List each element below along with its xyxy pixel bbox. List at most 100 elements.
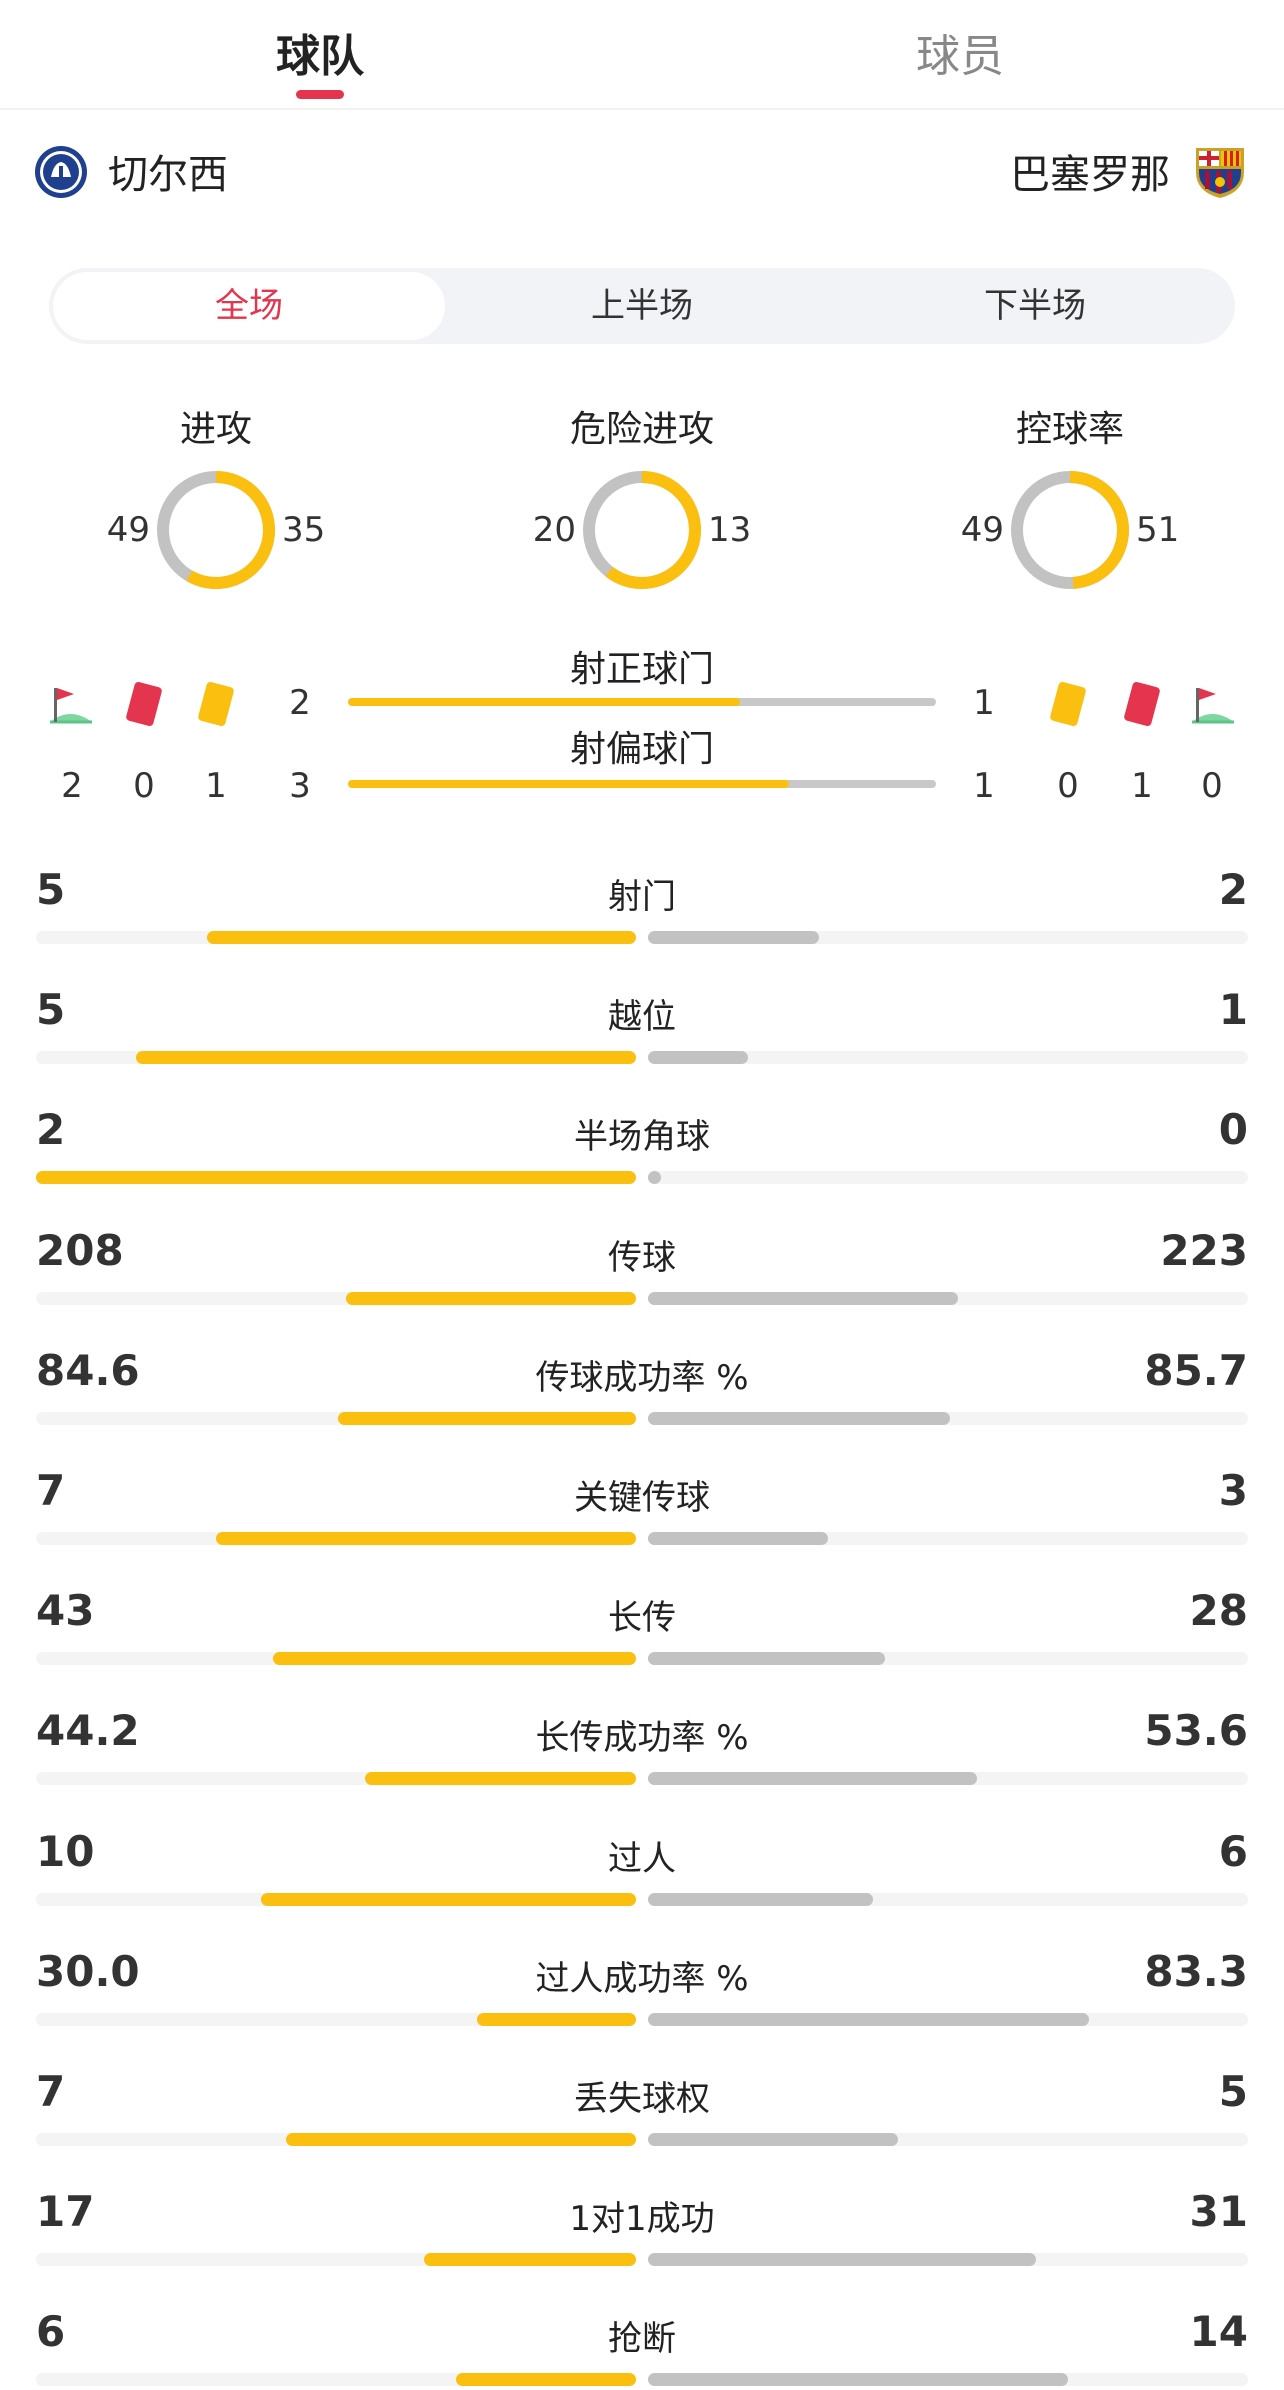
stat-home-value: 44.2: [36, 1706, 140, 1756]
stat-away-track: [648, 2253, 1248, 2267]
stat-away-bar: [648, 1532, 828, 1545]
yellow-card-icon: [1050, 681, 1086, 727]
stat-away-bar: [648, 2373, 1068, 2387]
home-team-name: 切尔西: [108, 152, 228, 198]
stat-home-track: [36, 2133, 636, 2146]
donut-away-value: 35: [282, 510, 326, 550]
stat-home-track: [36, 1652, 636, 1666]
stat-row: 84.6 传球成功率 % 85.7: [0, 1346, 1284, 1466]
stat-home-value: 7: [36, 2067, 66, 2116]
stat-home-track: [36, 2373, 636, 2387]
red-card-icon: [1124, 681, 1160, 727]
stat-away-track: [648, 2133, 1248, 2146]
off-target-label: 射偏球门: [569, 729, 714, 770]
period-full-match[interactable]: 全场: [53, 272, 445, 340]
stat-away-value: 1: [1218, 985, 1248, 1035]
home-on-target: 2: [289, 683, 311, 723]
stat-home-value: 208: [36, 1225, 124, 1275]
stat-home-bar: [456, 2373, 636, 2387]
stat-away-track: [648, 1411, 1248, 1425]
stat-away-value: 5: [1218, 2067, 1248, 2116]
stat-home-track: [36, 1772, 636, 1786]
away-yellow-count: 0: [1057, 766, 1079, 806]
home-yellow-count: 1: [205, 766, 227, 806]
stat-away-value: 2: [1218, 865, 1248, 914]
stat-label: 传球成功率 %: [535, 1357, 749, 1398]
corner-flag-icon: [1192, 688, 1234, 724]
stat-label: 丢失球权: [574, 2079, 710, 2119]
stat-away-bar: [648, 1171, 661, 1185]
stat-home-bar: [477, 2012, 636, 2026]
stat-home-value: 6: [36, 2307, 66, 2357]
chelsea-logo-icon: [35, 146, 87, 198]
donut-away-value: 13: [708, 510, 752, 550]
stat-row: 208 传球 223: [0, 1226, 1284, 1346]
stat-away-value: 85.7: [1144, 1345, 1248, 1395]
donut-chart: [583, 471, 701, 589]
stat-home-bar: [423, 2253, 636, 2267]
stat-home-track: [36, 1411, 636, 1425]
stat-home-value: 30.0: [36, 1946, 140, 1996]
stat-away-track: [648, 2373, 1248, 2387]
stat-away-track: [648, 1652, 1248, 1666]
tab-active-indicator: [296, 90, 344, 99]
red-card-icon: [126, 681, 162, 727]
stat-home-track: [36, 1532, 636, 1545]
stat-label: 长传: [608, 1598, 676, 1639]
stat-label: 半场角球: [574, 1117, 710, 1158]
tab-player[interactable]: 球员: [916, 31, 1004, 82]
stat-away-value: 14: [1189, 2307, 1248, 2357]
stat-away-track: [648, 1171, 1248, 1185]
stat-away-bar: [648, 1652, 885, 1666]
period-first-half[interactable]: 上半场: [591, 286, 693, 326]
donut-title: 进攻: [179, 409, 252, 450]
stat-away-track: [648, 1892, 1248, 1906]
donut-home-value: 20: [532, 510, 576, 550]
on-target-bar: [348, 698, 936, 706]
away-corners-count: 0: [1201, 766, 1223, 806]
stat-home-value: 17: [36, 2187, 95, 2237]
stat-label: 过人: [608, 1838, 676, 1879]
stat-away-value: 3: [1218, 1466, 1248, 1515]
donut-chart: [1011, 471, 1129, 589]
donut-home-value: 49: [106, 510, 150, 550]
home-red-count: 0: [133, 766, 155, 806]
stat-row: 5 射门 2: [0, 865, 1284, 985]
stat-row: 2 半场角球 0: [0, 1105, 1284, 1225]
stat-away-track: [648, 1772, 1248, 1786]
stat-home-bar: [346, 1291, 636, 1305]
stat-home-value: 43: [36, 1586, 95, 1636]
period-second-half[interactable]: 下半场: [984, 286, 1086, 326]
stat-label: 1对1成功: [569, 2199, 715, 2240]
stat-home-value: 5: [36, 985, 66, 1035]
stat-row: 6 抢断 14: [0, 2307, 1284, 2390]
donut-title: 危险进攻: [569, 409, 714, 450]
stat-home-value: 84.6: [36, 1345, 140, 1395]
stat-label: 传球: [608, 1237, 676, 1278]
stat-away-bar: [648, 2133, 898, 2146]
stat-home-bar: [337, 1411, 636, 1425]
stat-home-track: [36, 2253, 636, 2267]
stat-home-track: [36, 1051, 636, 1065]
tab-team[interactable]: 球队: [276, 31, 364, 82]
on-target-label: 射正球门: [569, 649, 714, 690]
stat-home-bar: [216, 1532, 636, 1545]
stat-home-value: 5: [36, 865, 66, 914]
stat-home-track: [36, 1171, 636, 1185]
stat-label: 关键传球: [574, 1478, 710, 1518]
stat-row: 17 1对1成功 31: [0, 2187, 1284, 2307]
stat-away-track: [648, 931, 1248, 944]
stat-away-track: [648, 2012, 1248, 2026]
stat-away-value: 31: [1189, 2187, 1248, 2237]
stat-away-bar: [648, 931, 820, 944]
stat-row: 7 丢失球权 5: [0, 2067, 1284, 2187]
off-target-bar-fill: [348, 780, 789, 788]
donut-home-value: 49: [960, 510, 1004, 550]
stat-home-bar: [136, 1051, 636, 1065]
stat-home-bar: [364, 1772, 636, 1786]
stat-away-value: 28: [1189, 1586, 1248, 1636]
stat-home-value: 7: [36, 1466, 66, 1515]
stat-row: 30.0 过人成功率 % 83.3: [0, 1947, 1284, 2067]
corner-flag-icon: [50, 688, 92, 724]
donut-home-arc: [157, 471, 275, 589]
